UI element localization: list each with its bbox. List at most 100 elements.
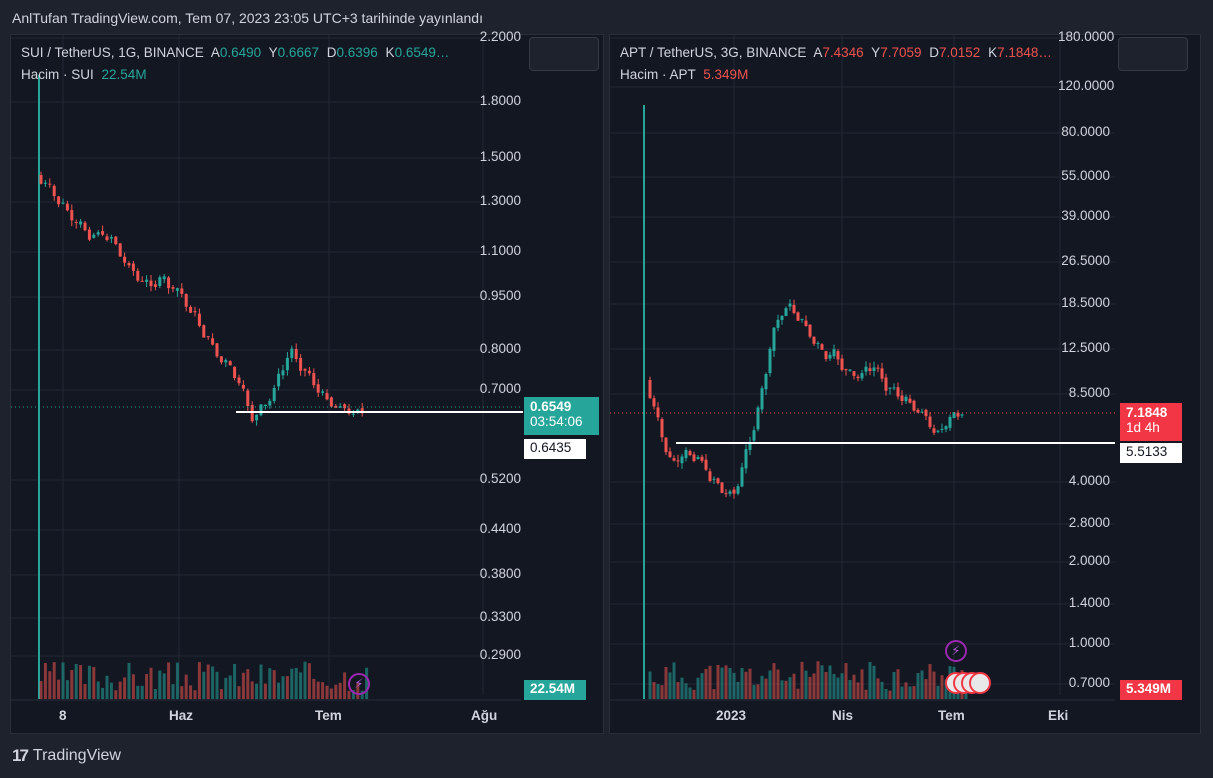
apt-symbol[interactable]: APT / TetherUS, 3G, BINANCE [620, 45, 807, 60]
apt-chart-panel[interactable]: APT / TetherUS, 3G, BINANCE A7.4346 Y7.7… [609, 29, 1202, 735]
volume-bar [892, 671, 896, 699]
apt-volume-value: 5.349M [703, 67, 749, 82]
sui-volume-tag: 22.54M [524, 680, 586, 700]
candle-body [233, 366, 237, 378]
candle-body [896, 387, 900, 397]
candle-body [880, 368, 884, 379]
candle-body [189, 306, 193, 313]
candle-body [664, 437, 668, 453]
candle-body [796, 312, 800, 321]
candle-body [316, 384, 320, 393]
volume-bar [824, 672, 828, 699]
sui-low: 0.6396 [336, 45, 378, 60]
volume-bar [928, 664, 932, 699]
price-tick-label: 120.0000 [1058, 78, 1115, 93]
apt-scale-button[interactable] [1118, 37, 1188, 71]
candle-body [158, 277, 162, 286]
candle-body [684, 449, 688, 459]
volume-bar [932, 671, 936, 699]
sui-symbol[interactable]: SUI / TetherUS, 1G, BINANCE [21, 45, 204, 60]
candle-body [928, 416, 932, 428]
time-tick-label: 8 [59, 708, 67, 723]
candle-body [932, 428, 936, 433]
candle-body [892, 387, 896, 389]
volume-bar [764, 678, 768, 699]
candle-body [764, 374, 768, 390]
volume-bar [224, 677, 228, 699]
publish-header: AnlTufan TradingView.com, Tem 07, 2023 2… [12, 10, 483, 26]
price-tick-label: 0.2900 [479, 647, 521, 662]
candle-body [812, 336, 816, 344]
volume-bar [334, 684, 338, 699]
candle-body [784, 308, 788, 317]
volume-bar [250, 681, 254, 699]
volume-bar [860, 669, 864, 699]
volume-bar [696, 677, 700, 699]
volume-bar [193, 690, 197, 699]
volume-bar [219, 689, 223, 699]
volume-bar [140, 685, 144, 699]
volume-bar [255, 683, 259, 699]
event-marker-icon[interactable] [969, 672, 991, 694]
candle-body [79, 221, 83, 225]
candle-body [708, 471, 712, 482]
volume-bar [87, 665, 91, 699]
candle-body [728, 491, 732, 494]
sui-chart-panel[interactable]: SUI / TetherUS, 1G, BINANCE A0.6490 Y0.6… [10, 29, 605, 735]
volume-bar [804, 670, 808, 699]
price-tick-label: 18.5000 [1061, 295, 1110, 310]
candle-body [876, 367, 880, 369]
price-tick-label: 1.0000 [1068, 635, 1110, 650]
price-tick-label: 0.7000 [1068, 675, 1110, 690]
price-tick-label: 0.3300 [479, 609, 521, 624]
tradingview-logo[interactable]: 17 TradingView [12, 746, 121, 765]
candle-body [824, 351, 828, 360]
candle-body [153, 284, 157, 287]
price-tick-label: 1.4000 [1068, 595, 1110, 610]
apt-event-bolt-icon[interactable]: ⚡ [945, 640, 967, 662]
candle-body [101, 231, 105, 235]
sui-event-bolt-icon[interactable]: ⚡ [348, 673, 370, 695]
candle-body [676, 460, 680, 462]
volume-bar [123, 677, 127, 699]
volume-bar [343, 672, 347, 699]
candle-body [744, 449, 748, 469]
apt-economic-events[interactable] [945, 672, 991, 694]
volume-bar [808, 676, 812, 699]
volume-bar [74, 664, 78, 699]
candle-body [828, 354, 832, 359]
candle-body [920, 411, 924, 413]
candle-body [43, 182, 47, 184]
volume-bar [277, 682, 281, 699]
candle-body [884, 377, 888, 391]
candle-body [92, 234, 96, 238]
volume-bar [268, 668, 272, 699]
volume-bar [70, 670, 74, 699]
candle-body [760, 388, 764, 410]
candle-body [268, 400, 272, 406]
volume-bar [784, 680, 788, 699]
volume-bar [884, 689, 888, 699]
candle-body [868, 368, 872, 372]
sui-chart-canvas[interactable] [11, 35, 605, 735]
volume-bar [228, 675, 232, 699]
volume-bar [712, 689, 716, 699]
volume-bar [167, 662, 171, 699]
candle-body [343, 404, 347, 409]
volume-bar [321, 682, 325, 699]
candle-body [792, 304, 796, 314]
candle-body [692, 454, 696, 461]
candle-body [872, 367, 876, 372]
volume-bar [211, 666, 215, 699]
volume-bar [820, 665, 824, 699]
candle-body [96, 232, 100, 235]
volume-bar [776, 669, 780, 699]
apt-chart-canvas[interactable] [610, 35, 1202, 735]
candle-body [228, 361, 232, 366]
volume-bar [175, 662, 179, 699]
volume-bar [136, 685, 140, 699]
candle-body [672, 458, 676, 461]
sui-scale-button[interactable] [529, 37, 599, 71]
time-tick-label: 2023 [716, 708, 747, 723]
candle-body [360, 408, 364, 414]
